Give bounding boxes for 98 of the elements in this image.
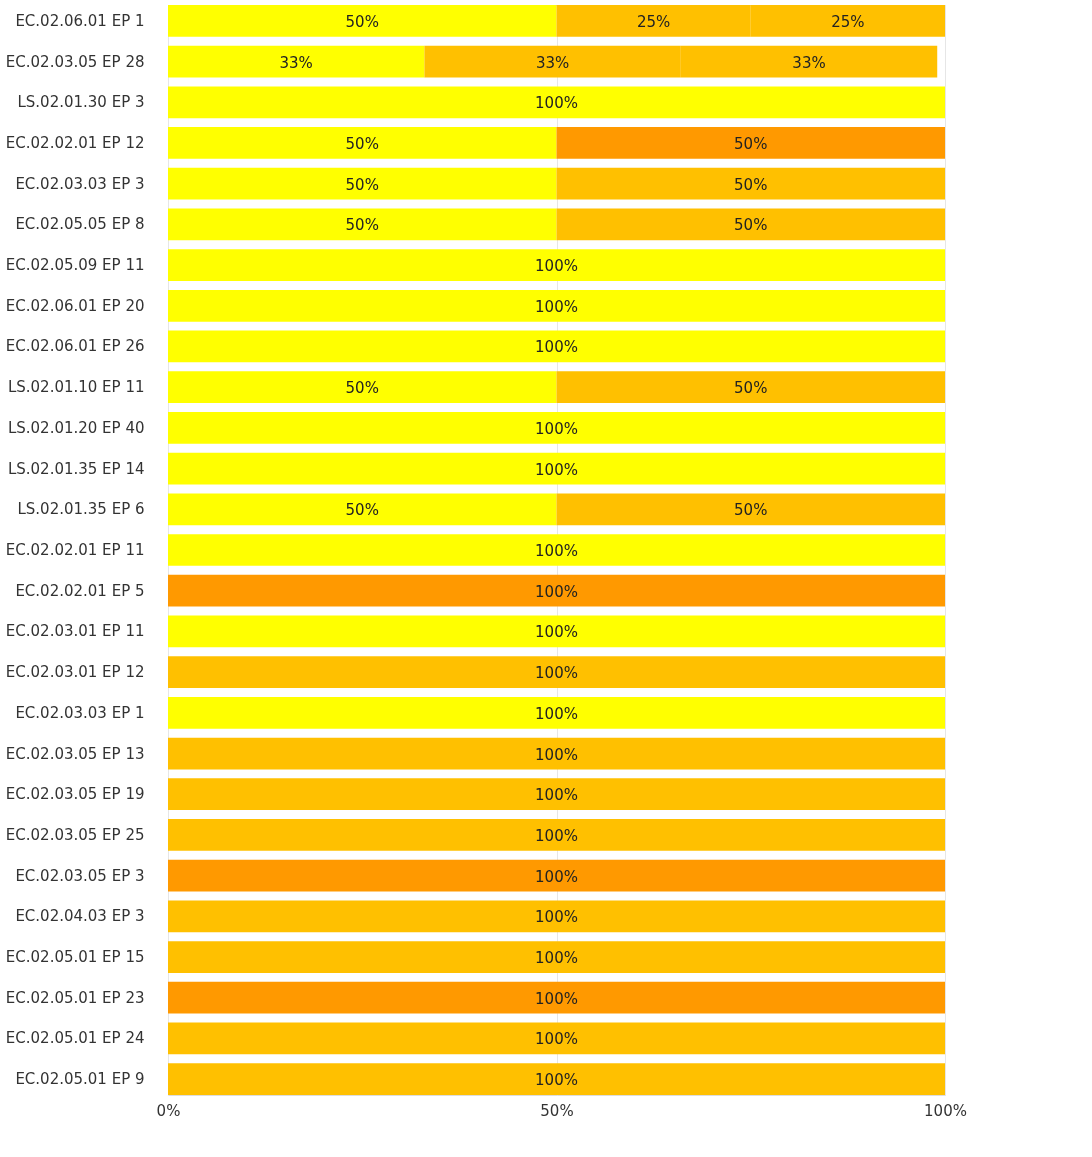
y-tick-label: EC.02.04.03 EP 3 xyxy=(15,907,145,926)
data-label: 100% xyxy=(535,297,578,316)
data-label: 100% xyxy=(535,949,578,968)
data-label: 50% xyxy=(345,216,379,235)
data-label: 100% xyxy=(535,582,578,601)
data-label: 25% xyxy=(831,12,865,31)
data-label: 50% xyxy=(734,501,768,520)
y-tick-label: EC.02.05.01 EP 15 xyxy=(5,948,145,967)
data-label: 50% xyxy=(345,134,379,153)
bar xyxy=(168,859,945,892)
bar xyxy=(168,167,557,200)
y-tick-label: LS.02.01.10 EP 11 xyxy=(7,378,145,397)
y-tick-label: EC.02.06.01 EP 1 xyxy=(15,11,145,30)
data-label: 100% xyxy=(535,542,578,560)
data-label: 100% xyxy=(535,419,578,438)
data-label: 100% xyxy=(535,460,578,479)
data-label: 100% xyxy=(535,704,578,723)
data-label: 50% xyxy=(345,379,379,398)
data-label: 100% xyxy=(535,338,578,357)
bar xyxy=(168,778,945,811)
data-label: 100% xyxy=(535,257,578,276)
bar xyxy=(556,167,945,200)
y-tick-label: LS.02.01.35 EP 14 xyxy=(7,459,145,478)
data-label: 100% xyxy=(535,623,578,642)
bar xyxy=(168,900,945,933)
y-tick-label: EC.02.05.09 EP 11 xyxy=(5,256,145,275)
data-label: 50% xyxy=(734,175,768,194)
bar xyxy=(168,208,557,241)
data-label: 50% xyxy=(734,379,768,398)
bar xyxy=(168,981,945,1014)
bar xyxy=(168,452,945,485)
bar xyxy=(168,819,945,851)
bar xyxy=(556,371,945,404)
bar xyxy=(168,5,557,37)
data-label: 100% xyxy=(535,908,578,927)
data-label: 100% xyxy=(535,867,578,886)
bar xyxy=(168,127,557,159)
y-tick-label: EC.02.03.01 EP 12 xyxy=(5,663,145,682)
data-label: 50% xyxy=(734,134,768,153)
data-label: 100% xyxy=(535,664,578,683)
y-tick-label: EC.02.03.05 EP 19 xyxy=(5,785,145,804)
data-label: 33% xyxy=(279,53,313,72)
y-tick-label: EC.02.03.05 EP 28 xyxy=(5,52,145,71)
data-label: 33% xyxy=(792,53,826,72)
y-tick-label: EC.02.03.05 EP 3 xyxy=(15,866,145,885)
bar xyxy=(168,615,945,648)
data-label: 33% xyxy=(535,53,570,72)
data-label: 100% xyxy=(535,94,578,113)
bar xyxy=(168,1022,945,1055)
x-tick-label: 50% xyxy=(540,1101,574,1120)
bar xyxy=(168,656,945,688)
bar xyxy=(168,1063,945,1095)
x-tick-label: 0% xyxy=(156,1101,181,1120)
bar xyxy=(168,493,557,526)
data-label: 50% xyxy=(345,175,379,194)
bar xyxy=(168,737,945,770)
bar xyxy=(168,412,945,444)
data-label: 100% xyxy=(535,745,578,764)
y-tick-label: EC.02.02.01 EP 5 xyxy=(15,581,145,600)
y-tick-label: EC.02.05.01 EP 23 xyxy=(5,988,145,1007)
data-label: 100% xyxy=(535,1071,578,1090)
bar xyxy=(168,249,945,281)
bar xyxy=(168,941,945,973)
y-tick-label: LS.02.01.35 EP 6 xyxy=(17,500,145,519)
data-label: 100% xyxy=(535,826,578,845)
bar xyxy=(556,127,945,159)
y-tick-label: EC.02.03.03 EP 1 xyxy=(15,703,145,722)
y-tick-label: EC.02.05.05 EP 8 xyxy=(15,215,145,234)
y-tick-label: LS.02.01.20 EP 40 xyxy=(7,418,145,437)
bar xyxy=(168,86,945,119)
data-label: 100% xyxy=(535,1030,578,1049)
bar xyxy=(556,208,945,241)
data-label: 25% xyxy=(636,12,671,31)
data-label: 50% xyxy=(345,501,379,520)
y-tick-label: EC.02.05.01 EP 24 xyxy=(5,1029,145,1048)
y-tick-label: EC.02.03.05 EP 25 xyxy=(5,825,145,844)
y-tick-label: EC.02.02.01 EP 12 xyxy=(5,133,145,152)
bar xyxy=(168,696,945,729)
bar xyxy=(168,371,557,404)
bar xyxy=(168,289,945,322)
data-label: 50% xyxy=(345,12,379,31)
y-tick-label: EC.02.06.01 EP 20 xyxy=(5,296,145,315)
data-label: 100% xyxy=(535,786,578,805)
y-tick-label: EC.02.03.05 EP 13 xyxy=(5,744,145,763)
bar xyxy=(556,493,945,526)
y-tick-label: EC.02.05.01 EP 9 xyxy=(15,1070,145,1089)
bar xyxy=(168,45,425,78)
data-label: 50% xyxy=(734,216,768,235)
x-tick-label: 100% xyxy=(924,1101,967,1120)
y-tick-label: EC.02.03.03 EP 3 xyxy=(15,174,145,193)
bar xyxy=(168,574,945,607)
bar xyxy=(168,534,945,566)
data-label: 100% xyxy=(535,989,578,1008)
y-tick-label: EC.02.03.01 EP 11 xyxy=(5,622,145,641)
y-tick-label: LS.02.01.30 EP 3 xyxy=(17,93,145,112)
bar xyxy=(168,330,945,363)
y-tick-label: EC.02.02.01 EP 11 xyxy=(5,541,145,559)
y-tick-label: EC.02.06.01 EP 26 xyxy=(5,337,145,356)
